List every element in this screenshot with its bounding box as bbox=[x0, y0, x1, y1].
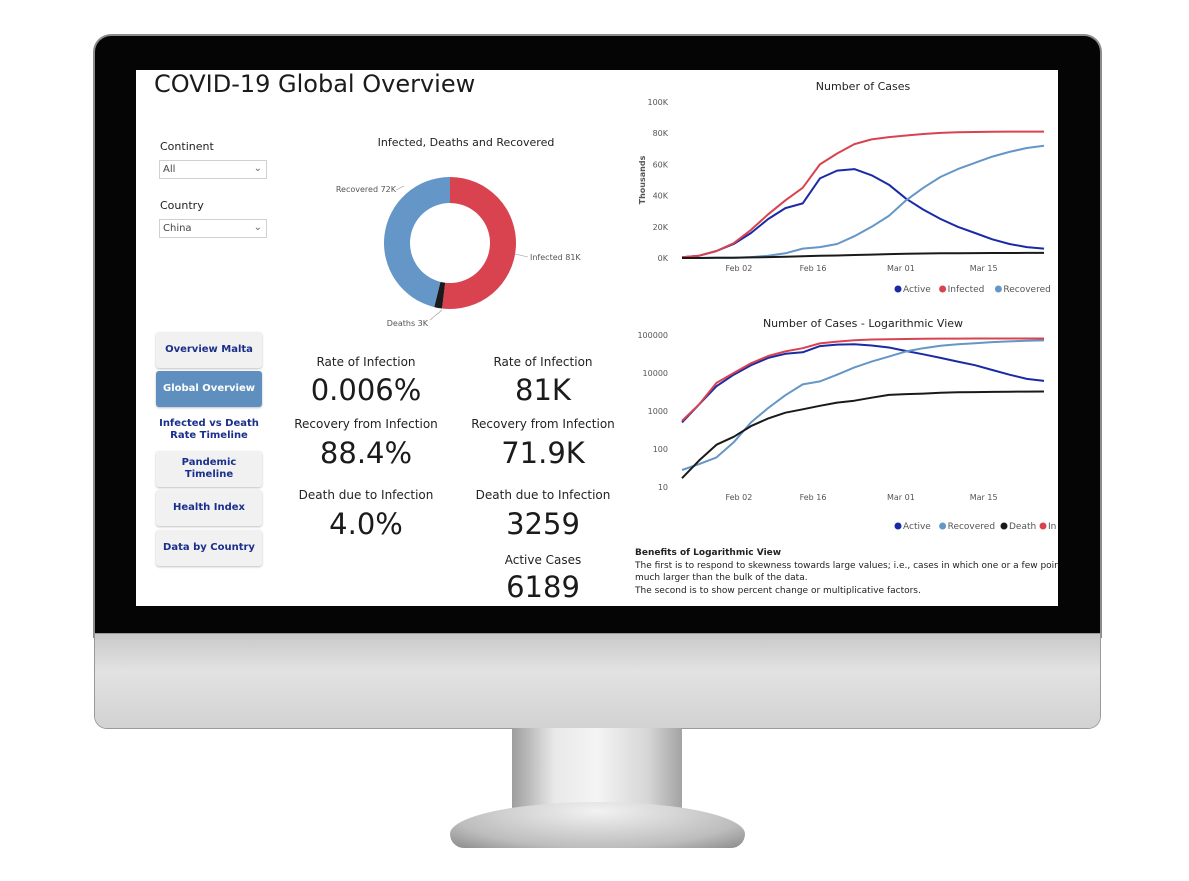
donut-label-infected: Infected 81K bbox=[530, 253, 581, 262]
kpi-value: 81K bbox=[515, 373, 571, 407]
y-tick-label: 20K bbox=[653, 223, 669, 232]
monitor-stand-base bbox=[450, 802, 745, 848]
y-tick-label: 40K bbox=[653, 192, 669, 201]
nav-label: Health Index bbox=[173, 502, 245, 513]
nav-infected-vs-death[interactable]: Infected vs Death Rate Timeline bbox=[156, 410, 262, 450]
donut-title: Infected, Deaths and Recovered bbox=[378, 136, 555, 149]
cases-log-line-chart: Number of Cases - Logarithmic View 10 100 1… bbox=[637, 317, 1056, 532]
series-line-infected bbox=[681, 130, 1044, 259]
note-line: much larger than the bulk of the data. bbox=[635, 573, 808, 583]
series-line-infected bbox=[681, 337, 1044, 422]
monitor-stand-neck bbox=[512, 728, 682, 808]
legend-marker bbox=[894, 285, 902, 293]
kpi-label: Rate of Infection bbox=[493, 355, 593, 369]
nav-label: Data by Country bbox=[163, 542, 255, 553]
legend-label: Infected bbox=[1048, 522, 1056, 532]
kpi-label: Recovery from Infection bbox=[471, 417, 615, 431]
series-line-death bbox=[681, 390, 1045, 479]
nav-label: Global Overview bbox=[162, 383, 256, 394]
country-dropdown[interactable]: China ⌄ bbox=[159, 219, 267, 238]
y-tick-label: 60K bbox=[653, 160, 669, 169]
note-line: The second is to show percent change or … bbox=[635, 586, 921, 596]
y-axis-label: Thousands bbox=[638, 155, 647, 204]
kpi-value: 6189 bbox=[506, 570, 580, 604]
donut-slice-recovered bbox=[384, 177, 450, 308]
leader-line bbox=[395, 185, 405, 191]
x-tick-label: Mar 15 bbox=[970, 493, 998, 502]
y-tick-label: 10000 bbox=[643, 369, 668, 378]
leader-line bbox=[429, 309, 443, 321]
x-tick-label: Feb 16 bbox=[800, 264, 827, 273]
nav-label: Overview Malta bbox=[165, 344, 253, 355]
legend-label: Recovered bbox=[1003, 285, 1050, 295]
nav-pandemic-timeline[interactable]: Pandemic Timeline bbox=[156, 451, 262, 487]
page-title: COVID-19 Global Overview bbox=[154, 70, 476, 98]
kpi-label: Death due to Infection bbox=[475, 488, 611, 502]
kpi-value: 4.0% bbox=[329, 507, 403, 541]
y-tick-label: 100000 bbox=[637, 331, 668, 340]
note-heading: Benefits of Logarithmic View bbox=[635, 548, 782, 558]
legend-marker bbox=[939, 285, 947, 293]
x-tick-label: Feb 02 bbox=[725, 264, 752, 273]
continent-label: Continent bbox=[160, 140, 214, 153]
chevron-down-icon: ⌄ bbox=[253, 222, 262, 233]
kpi-value: 71.9K bbox=[501, 436, 585, 470]
y-tick-label: 100 bbox=[653, 445, 668, 454]
nav-label: Infected vs Death Rate Timeline bbox=[159, 418, 259, 441]
series-line-active bbox=[681, 343, 1045, 424]
nav-global-overview[interactable]: Global Overview bbox=[156, 371, 262, 407]
y-tick-label: 1000 bbox=[648, 407, 668, 416]
kpi-value: 3259 bbox=[506, 507, 580, 541]
legend-marker bbox=[994, 285, 1002, 293]
y-tick-label: 100K bbox=[647, 98, 668, 107]
legend-marker bbox=[1039, 522, 1047, 530]
kpi-label: Active Cases bbox=[504, 553, 582, 567]
legend-label: Active bbox=[903, 285, 931, 295]
legend-marker bbox=[1000, 522, 1008, 530]
nav-overview-malta[interactable]: Overview Malta bbox=[156, 332, 262, 368]
donut-slice-deaths bbox=[434, 281, 446, 309]
kpi-label: Recovery from Infection bbox=[294, 417, 438, 431]
x-tick-label: Mar 15 bbox=[970, 264, 998, 273]
legend-label: Active bbox=[903, 522, 931, 532]
y-tick-label: 10 bbox=[658, 483, 668, 492]
donut-label-deaths: Deaths 3K bbox=[387, 319, 429, 328]
kpi-label: Death due to Infection bbox=[298, 488, 434, 502]
chart-title: Number of Cases - Logarithmic View bbox=[763, 317, 963, 330]
x-tick-label: Feb 16 bbox=[800, 493, 827, 502]
country-value: China bbox=[163, 223, 192, 234]
legend-marker bbox=[894, 522, 902, 530]
x-tick-label: Mar 01 bbox=[887, 264, 915, 273]
legend-label: Recovered bbox=[948, 522, 995, 532]
donut-chart: Infected, Deaths and Recovered Infected 8… bbox=[336, 136, 582, 328]
continent-dropdown[interactable]: All ⌄ bbox=[159, 160, 267, 179]
nav-health-index[interactable]: Health Index bbox=[156, 490, 262, 526]
cases-line-chart: Number of Cases 0K 20K 40K 60K 80K 100K Thousan… bbox=[638, 80, 1051, 295]
series-line-active bbox=[681, 168, 1045, 259]
nav-data-by-country[interactable]: Data by Country bbox=[156, 530, 262, 566]
kpi-label: Rate of Infection bbox=[316, 355, 416, 369]
y-tick-label: 0K bbox=[658, 254, 669, 263]
donut-slice-infected bbox=[442, 177, 516, 309]
leader-line bbox=[514, 253, 529, 258]
legend-label: Death bbox=[1009, 522, 1036, 532]
series-line-recovered bbox=[681, 339, 1045, 471]
kpi-value: 0.006% bbox=[310, 373, 422, 407]
note-line: The first is to respond to skewness towa… bbox=[635, 561, 1058, 571]
chart-title: Number of Cases bbox=[816, 80, 911, 93]
legend-marker bbox=[939, 522, 947, 530]
nav-label: Pandemic Timeline bbox=[181, 457, 237, 480]
monitor-chin bbox=[95, 634, 1100, 728]
x-tick-label: Mar 01 bbox=[887, 493, 915, 502]
donut-label-recovered: Recovered 72K bbox=[336, 185, 397, 194]
kpi-value: 88.4% bbox=[319, 436, 413, 470]
series-line-death bbox=[682, 251, 1044, 259]
legend-label: Infected bbox=[948, 285, 985, 295]
x-tick-label: Feb 02 bbox=[725, 493, 752, 502]
y-tick-label: 80K bbox=[653, 129, 669, 138]
chevron-down-icon: ⌄ bbox=[253, 163, 262, 174]
dashboard-screen: COVID-19 Global Overview Continent All ⌄… bbox=[136, 70, 1058, 606]
continent-value: All bbox=[163, 164, 176, 175]
country-label: Country bbox=[160, 199, 204, 212]
